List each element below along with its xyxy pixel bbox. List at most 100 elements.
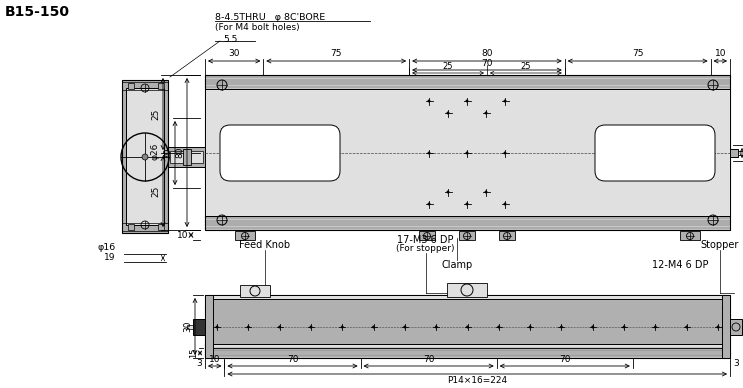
Bar <box>499 231 515 240</box>
Circle shape <box>560 326 562 328</box>
Text: 3: 3 <box>196 360 202 369</box>
Circle shape <box>447 112 450 114</box>
Bar <box>722 295 730 358</box>
Bar <box>158 83 164 89</box>
Bar <box>730 149 738 157</box>
Text: Feed Knob: Feed Knob <box>239 240 291 250</box>
Text: 75: 75 <box>331 49 342 58</box>
FancyBboxPatch shape <box>220 125 340 181</box>
Circle shape <box>591 326 594 328</box>
Text: 10: 10 <box>177 230 188 239</box>
Circle shape <box>484 191 487 193</box>
Text: 25: 25 <box>151 186 160 197</box>
Circle shape <box>466 152 468 154</box>
Circle shape <box>447 191 450 193</box>
Text: φ16: φ16 <box>98 244 116 253</box>
Bar <box>459 231 475 240</box>
Bar <box>168 147 205 167</box>
Circle shape <box>498 326 500 328</box>
Bar <box>170 151 203 163</box>
Circle shape <box>341 326 343 328</box>
Bar <box>205 89 730 216</box>
Text: 70: 70 <box>287 355 298 364</box>
Bar <box>193 319 205 335</box>
Circle shape <box>504 100 506 102</box>
Bar <box>183 149 191 165</box>
Bar <box>205 75 730 89</box>
Text: (For M4 bolt holes): (For M4 bolt holes) <box>215 23 299 32</box>
Text: 75: 75 <box>632 49 643 58</box>
Circle shape <box>484 112 487 114</box>
Bar <box>680 231 700 240</box>
Text: 80: 80 <box>481 49 493 58</box>
Circle shape <box>435 326 438 328</box>
Bar <box>235 231 255 240</box>
Bar <box>447 283 487 297</box>
Text: 12-M4 6 DP: 12-M4 6 DP <box>652 260 708 270</box>
Text: 19: 19 <box>104 253 116 263</box>
Text: 10: 10 <box>715 49 726 58</box>
Text: 17-M3 6 DP: 17-M3 6 DP <box>398 235 454 245</box>
Bar <box>419 231 435 240</box>
Bar <box>122 223 168 231</box>
Text: 15: 15 <box>189 348 198 358</box>
Bar <box>158 224 164 230</box>
Circle shape <box>247 326 250 328</box>
Circle shape <box>529 326 531 328</box>
Circle shape <box>504 203 506 205</box>
Circle shape <box>215 326 218 328</box>
Bar <box>122 82 168 90</box>
Circle shape <box>654 326 657 328</box>
Circle shape <box>717 326 719 328</box>
Bar <box>122 80 168 233</box>
Text: 25: 25 <box>521 62 531 71</box>
Text: φ26: φ26 <box>151 142 160 160</box>
Text: 70: 70 <box>481 59 493 68</box>
Bar <box>205 295 730 348</box>
Text: 10: 10 <box>209 355 221 364</box>
Bar <box>738 151 743 155</box>
Bar <box>126 88 164 225</box>
Bar <box>205 216 730 230</box>
Text: B15-150: B15-150 <box>5 5 70 19</box>
Circle shape <box>428 203 430 205</box>
Circle shape <box>372 326 374 328</box>
Bar <box>205 75 730 230</box>
Circle shape <box>403 326 406 328</box>
Text: 25: 25 <box>151 108 160 120</box>
Circle shape <box>623 326 626 328</box>
Circle shape <box>142 154 148 160</box>
Text: 3: 3 <box>733 360 739 369</box>
Text: (For stopper): (For stopper) <box>396 244 455 253</box>
Text: Clamp: Clamp <box>441 260 473 270</box>
Text: 5.5: 5.5 <box>223 35 237 44</box>
Bar <box>240 285 270 297</box>
Circle shape <box>310 326 312 328</box>
Bar <box>187 325 193 329</box>
Bar <box>205 295 213 358</box>
Text: 70: 70 <box>163 147 172 159</box>
Text: 70: 70 <box>423 355 435 364</box>
Text: 30: 30 <box>183 321 192 332</box>
Circle shape <box>428 152 430 154</box>
Text: 25: 25 <box>443 62 453 71</box>
Text: 30: 30 <box>228 49 240 58</box>
Circle shape <box>686 326 688 328</box>
Bar <box>128 224 134 230</box>
Text: Stopper: Stopper <box>701 240 739 250</box>
Text: 70: 70 <box>559 355 571 364</box>
FancyBboxPatch shape <box>595 125 715 181</box>
Circle shape <box>428 100 430 102</box>
Circle shape <box>504 152 506 154</box>
Bar <box>205 295 730 358</box>
Circle shape <box>467 326 469 328</box>
Circle shape <box>466 203 468 205</box>
Bar <box>205 299 730 344</box>
Text: 80: 80 <box>175 147 184 158</box>
Bar <box>730 319 742 335</box>
Circle shape <box>279 326 281 328</box>
Bar <box>128 83 134 89</box>
Circle shape <box>466 100 468 102</box>
Text: P14×16=224: P14×16=224 <box>447 376 507 385</box>
Text: 8-4.5THRU   φ 8C'BORE: 8-4.5THRU φ 8C'BORE <box>215 13 325 22</box>
